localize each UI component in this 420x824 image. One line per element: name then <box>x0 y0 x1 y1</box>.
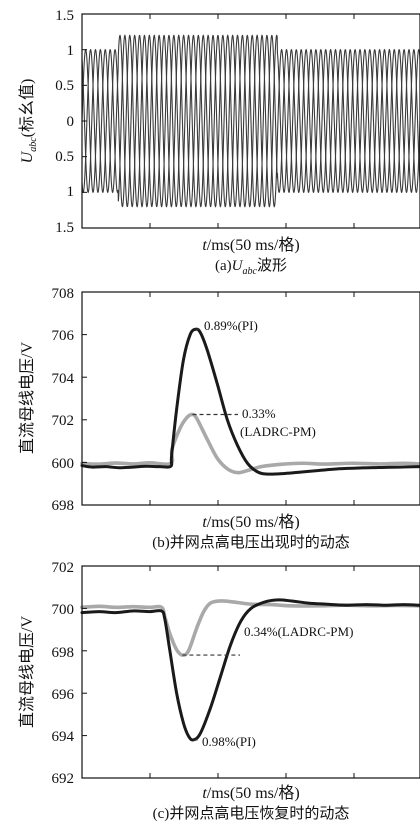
b-annotation-ladrc: 0.33% <box>242 406 276 421</box>
a-ytick-label: 0 <box>67 114 75 130</box>
b-annotation-ladrc-name: (LADRC-PM) <box>240 424 316 439</box>
b-ytick-label: 702 <box>52 413 75 429</box>
panel-c: 0.34%(LADRC-PM) 0.98%(PI) 702 700 698 69… <box>18 560 420 822</box>
panel-a: 1.5 1 0.5 0 0.5 1 1.5 Uabc(标幺值) t/ms(50 … <box>18 8 420 277</box>
c-ytick-label: 698 <box>52 645 75 661</box>
panel-c-ticks <box>82 565 355 779</box>
c-ytick-label: 696 <box>52 687 75 703</box>
panel-c-annotations: 0.34%(LADRC-PM) 0.98%(PI) <box>182 624 353 749</box>
panel-b-ticks <box>82 291 355 506</box>
panel-b-frame <box>81 291 420 506</box>
panel-c-ytick-labels: 702 700 698 696 694 692 <box>52 560 75 787</box>
panel-b-lines <box>80 327 420 476</box>
panel-a-ticks <box>82 13 355 229</box>
b-line-ladrc-pm <box>80 412 420 475</box>
panel-c-frame <box>81 565 420 779</box>
a-phase-a-line <box>81 34 420 208</box>
panel-c-caption: (c)并网点高电压恢复时的动态 <box>153 804 350 822</box>
panel-b-xlabel: t/ms(50 ms/格) <box>202 513 299 531</box>
a-ytick-label: 0.5 <box>55 78 74 94</box>
panel-a-caption: (a)Uabc波形 <box>215 257 287 277</box>
panel-a-xlabel: t/ms(50 ms/格) <box>202 236 299 254</box>
b-ytick-label: 704 <box>52 371 75 387</box>
b-ytick-label: 600 <box>52 456 75 472</box>
panel-a-ytick-labels: 1.5 1 0.5 0 0.5 1 1.5 <box>55 8 74 236</box>
c-ytick-label: 694 <box>52 729 75 745</box>
panel-a-waveforms <box>81 34 420 208</box>
a-ytick-label: 1 <box>67 43 75 59</box>
c-line-pi <box>80 598 420 742</box>
panel-c-xlabel: t/ms(50 ms/格) <box>202 784 299 802</box>
panel-b-caption: (b)并网点高电压出现时的动态 <box>152 534 350 551</box>
c-ytick-label: 692 <box>52 771 75 787</box>
c-annotation-pi: 0.98%(PI) <box>202 734 256 749</box>
panel-b: 0.89%(PI) 0.33% (LADRC-PM) 708 706 704 7… <box>18 286 420 551</box>
c-line-ladrc-pm <box>80 599 420 657</box>
b-annotation-pi: 0.89%(PI) <box>204 318 258 333</box>
b-ytick-label: 708 <box>52 286 75 302</box>
c-ytick-label: 702 <box>52 560 75 576</box>
a-ytick-label: 1.5 <box>55 8 74 24</box>
panel-b-ytick-labels: 708 706 704 702 600 698 <box>52 286 75 514</box>
panel-c-ylabel: 直流母线电压/V <box>18 616 36 728</box>
a-phase-c-line <box>81 34 420 208</box>
a-ytick-label: 1.5 <box>55 220 74 236</box>
a-ytick-label: 0.5 <box>55 149 74 165</box>
b-ytick-label: 706 <box>52 328 75 344</box>
b-ytick-label: 698 <box>52 498 75 514</box>
a-ytick-label: 1 <box>67 184 75 200</box>
panel-a-ylabel: Uabc(标幺值) <box>18 79 39 164</box>
panel-b-ylabel: 直流母线电压/V <box>18 342 36 454</box>
c-ytick-label: 700 <box>52 602 75 618</box>
a-phase-b-line <box>81 34 420 208</box>
panel-c-lines <box>80 598 420 742</box>
c-annotation-ladrc: 0.34%(LADRC-PM) <box>244 624 353 639</box>
b-line-pi <box>80 327 420 476</box>
panel-b-annotations: 0.89%(PI) 0.33% (LADRC-PM) <box>192 318 316 439</box>
